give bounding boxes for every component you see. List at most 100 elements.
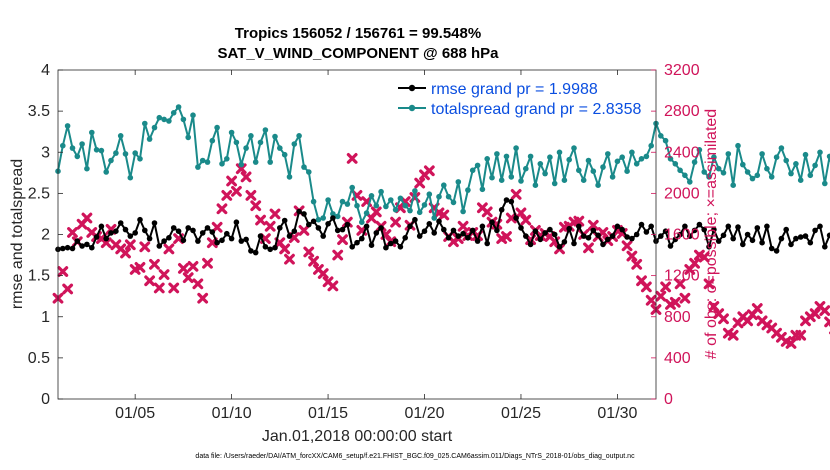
rmse-point xyxy=(416,233,423,239)
rmse-point xyxy=(571,240,577,247)
rmse-point xyxy=(402,235,409,241)
totalspread-point xyxy=(151,124,158,131)
totalspread-point xyxy=(224,156,230,162)
obs-marker xyxy=(332,249,344,261)
rmse-point xyxy=(768,245,775,252)
obs-marker xyxy=(67,227,78,238)
rmse-point xyxy=(788,241,794,248)
totalspread-point xyxy=(735,142,741,149)
rmse-point xyxy=(252,249,259,256)
obs-marker xyxy=(660,281,672,293)
totalspread-point xyxy=(363,210,370,216)
y2-tick-label: 400 xyxy=(664,350,691,367)
obs-marker xyxy=(57,266,69,277)
legend-marker-totalspread xyxy=(408,104,416,112)
rmse-point xyxy=(561,239,568,245)
totalspread-point xyxy=(605,151,611,157)
y-tick-label: 2.5 xyxy=(28,185,50,202)
obs-marker xyxy=(134,262,146,273)
totalspread-point xyxy=(267,159,274,165)
rmse-point xyxy=(754,225,761,231)
obs-marker xyxy=(481,206,493,218)
rmse-point xyxy=(576,223,582,230)
totalspread-point xyxy=(441,182,447,188)
totalspread-point xyxy=(431,215,438,221)
totalspread-point xyxy=(551,180,558,187)
totalspread-point xyxy=(633,161,640,167)
obs-marker xyxy=(346,153,358,164)
obs-marker xyxy=(226,175,238,187)
totalspread-point xyxy=(286,174,293,180)
obs-marker xyxy=(414,177,426,189)
obs-marker xyxy=(510,189,522,200)
rmse-point xyxy=(682,223,688,230)
rmse-point xyxy=(778,235,785,242)
totalspread-point xyxy=(137,156,143,162)
totalspread-point xyxy=(807,172,814,179)
totalspread-point xyxy=(416,209,423,216)
rmse-point xyxy=(460,230,466,237)
rmse-point xyxy=(219,237,225,244)
rmse-point xyxy=(662,228,669,234)
rmse-point xyxy=(325,221,331,227)
y2-tick-label: 0 xyxy=(664,391,673,408)
totalspread-point xyxy=(64,123,71,129)
rmse-point xyxy=(233,219,240,225)
rmse-point xyxy=(537,236,544,243)
chart-subtitle: SAT_V_WIND_COMPONENT @ 688 hPa xyxy=(217,45,499,62)
x-tick-label: 01/20 xyxy=(404,405,444,422)
totalspread-point xyxy=(368,193,375,199)
totalspread-point xyxy=(397,195,404,202)
obs-marker xyxy=(100,237,112,249)
totalspread-point xyxy=(339,198,346,205)
totalspread-point xyxy=(749,175,756,182)
obs-marker xyxy=(216,203,228,215)
totalspread-point xyxy=(195,164,201,170)
y-axis-left: 0 0.5 1 1.5 2 2.5 3 3.5 4 xyxy=(28,62,63,408)
obs-marker xyxy=(124,239,136,251)
totalspread-point xyxy=(161,116,167,123)
totalspread-point xyxy=(436,193,442,200)
totalspread-point xyxy=(658,133,664,139)
rmse-point xyxy=(98,223,105,230)
obs-marker xyxy=(621,240,633,252)
totalspread-point xyxy=(204,159,211,165)
rmse-point xyxy=(277,225,283,231)
rmse-point xyxy=(185,225,191,231)
totalspread-point xyxy=(262,127,269,133)
rmse-point xyxy=(243,236,249,243)
obs-marker xyxy=(370,206,382,218)
totalspread-point xyxy=(595,182,601,188)
rmse-point xyxy=(523,233,529,239)
totalspread-point xyxy=(214,124,220,131)
totalspread-point xyxy=(330,211,336,217)
rmse-point xyxy=(479,223,486,230)
totalspread-point xyxy=(359,219,365,225)
totalspread-point xyxy=(614,158,621,165)
obs-marker xyxy=(703,278,715,290)
rmse-point xyxy=(363,223,370,230)
rmse-point xyxy=(180,237,187,244)
totalspread-point xyxy=(764,165,770,172)
rmse-point xyxy=(79,243,85,249)
rmse-point xyxy=(388,240,394,247)
rmse-point xyxy=(595,232,601,239)
rmse-point xyxy=(330,215,336,221)
totalspread-point xyxy=(228,129,235,136)
rmse-point xyxy=(735,224,741,230)
rmse-point xyxy=(190,227,196,234)
rmse-point xyxy=(320,233,327,239)
rmse-point xyxy=(161,238,167,244)
totalspread-point xyxy=(527,153,534,160)
y-tick-label: 2 xyxy=(41,227,50,244)
totalspread-point xyxy=(691,159,698,165)
rmse-point xyxy=(228,235,235,242)
totalspread-point xyxy=(156,114,163,121)
y2-tick-label: 800 xyxy=(664,309,691,326)
totalspread-point xyxy=(127,174,134,181)
totalspread-point xyxy=(590,168,597,174)
obs-marker xyxy=(337,234,348,246)
obs-marker xyxy=(235,163,247,175)
totalspread-point xyxy=(170,110,177,116)
obs-marker xyxy=(153,282,165,294)
